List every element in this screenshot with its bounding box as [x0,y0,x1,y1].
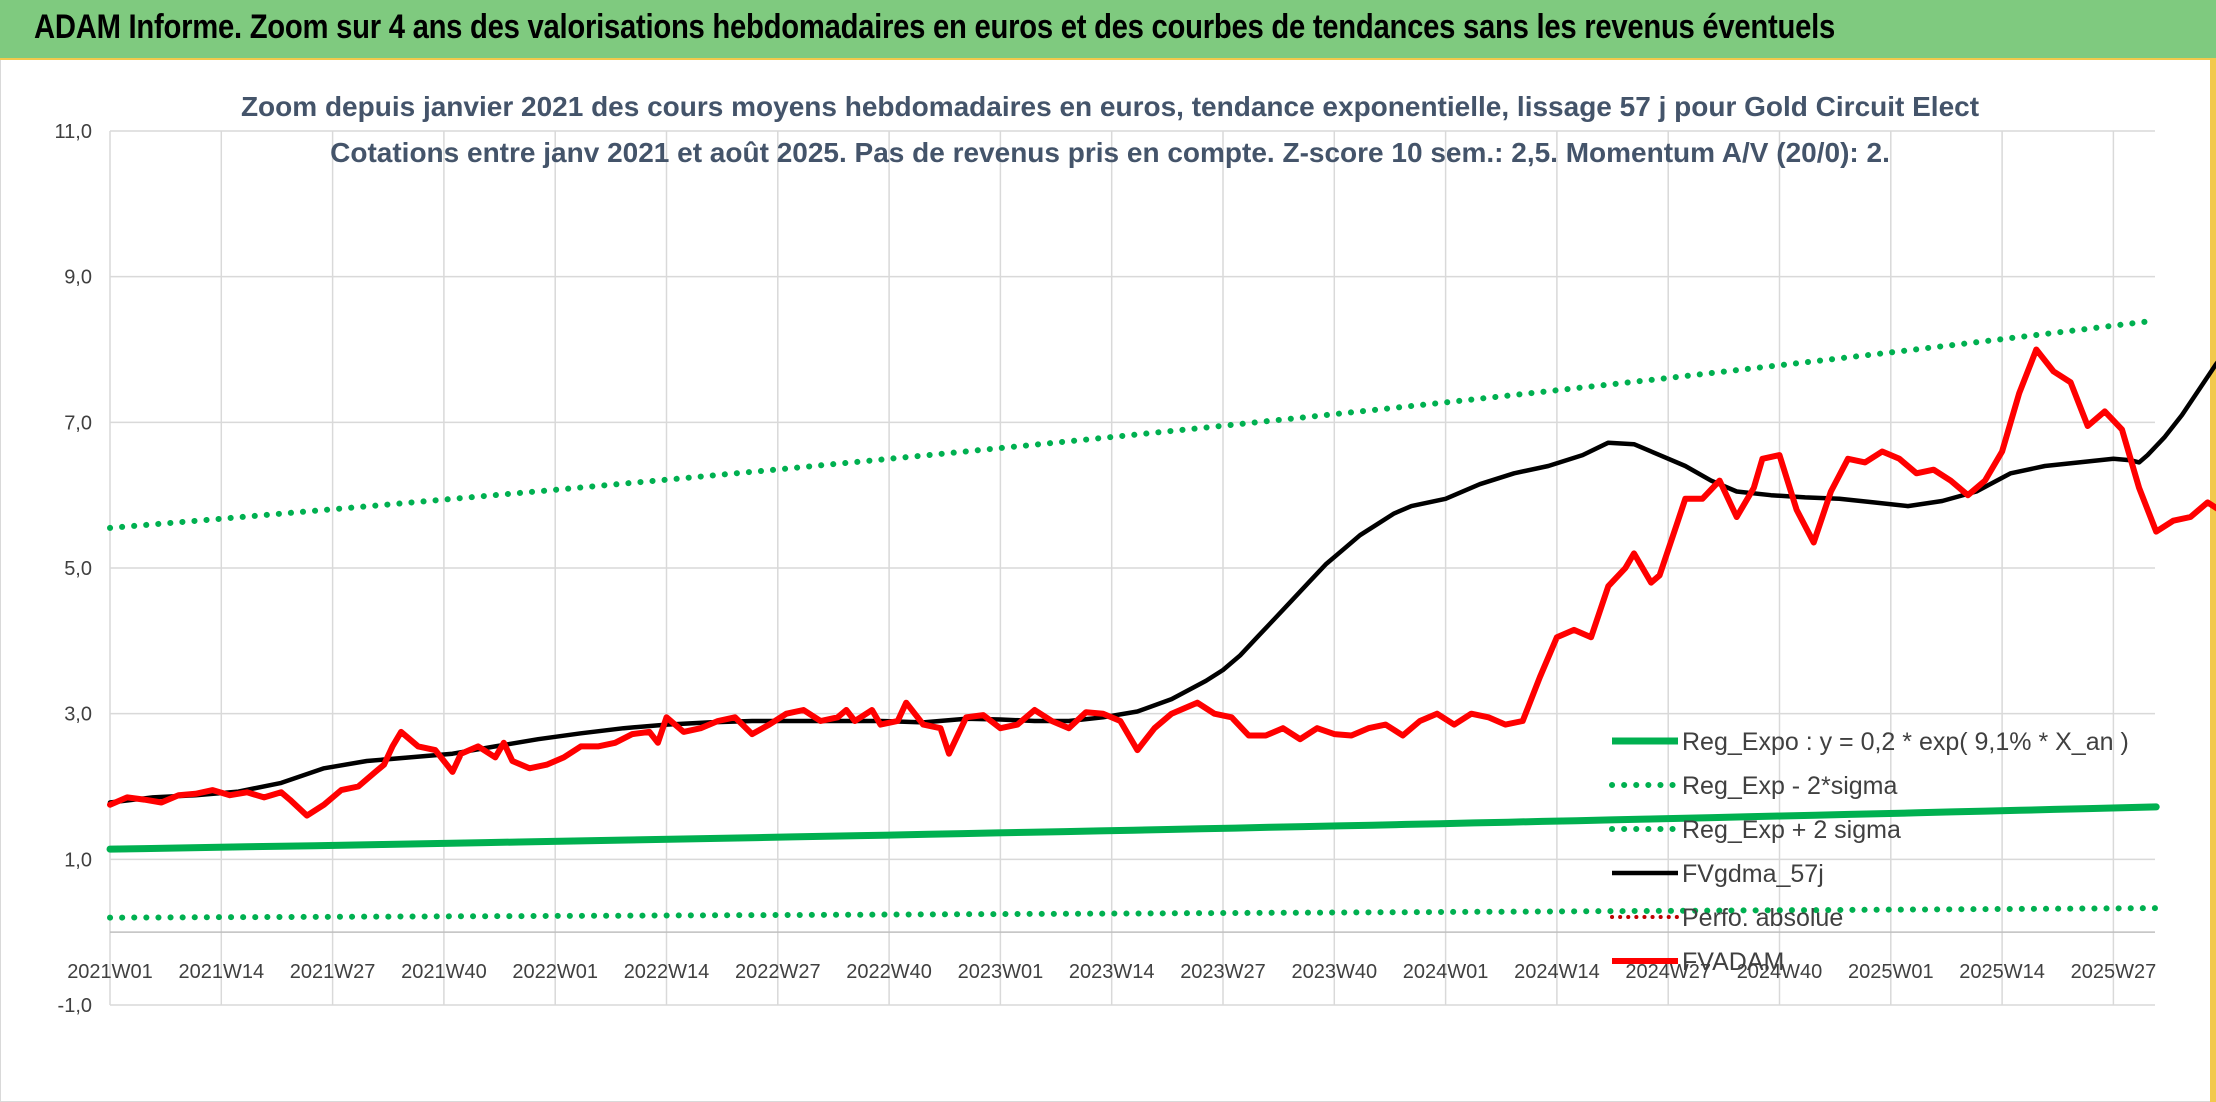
legend-entry: Perfo. absolue [1682,904,1843,932]
x-tick-label: 2024W01 [1403,961,1489,983]
y-tick-label: 5,0 [64,558,92,580]
banner-title: ADAM Informe. Zoom sur 4 ans des valoris… [34,8,1836,46]
y-tick-label: 9,0 [64,267,92,289]
x-tick-label: 2024W40 [1737,961,1823,983]
x-tick-label: 2021W01 [67,961,153,983]
chart-title-line1: Zoom depuis janvier 2021 des cours moyen… [241,91,1979,122]
y-axis-ticks: -1,0 1,0 3,0 5,0 7,0 9,0 11,0 [55,121,92,1017]
x-tick-label: 2022W01 [512,961,598,983]
legend-entry: Reg_Exp + 2 sigma [1682,816,1901,844]
series-layer [106,317,2216,921]
legend-entry: Reg_Exp - 2*sigma [1682,772,1897,800]
y-tick-label: 1,0 [64,849,92,871]
x-axis-ticks: 2021W01 2021W14 2021W27 2021W40 2022W01 2022W… [67,961,2156,983]
y-tick-label: -1,0 [58,995,92,1017]
legend-entry: Reg_Expo : y = 0,2 * exp( 9,1% * X_an ) [1682,728,2129,756]
x-tick-label: 2022W27 [735,961,821,983]
x-tick-label: 2025W14 [1959,961,2045,983]
grid [109,130,2155,1006]
y-tick-label: 11,0 [55,121,92,143]
y-tick-label: 3,0 [64,704,92,726]
x-tick-label: 2022W40 [846,961,932,983]
x-tick-label: 2024W27 [1625,961,1711,983]
series-line-3 [107,360,2216,805]
series-line-1 [107,905,2160,921]
chart-title-line2: Cotations entre janv 2021 et août 2025. … [330,137,1890,168]
x-tick-label: 2023W40 [1291,961,1377,983]
series-line-2 [107,317,2160,531]
legend-entry: FVgdma_57j [1682,860,1824,888]
right-accent-strip [2210,58,2216,1102]
x-tick-label: 2021W27 [290,961,376,983]
series-line-0 [106,803,2160,853]
x-tick-label: 2023W01 [958,961,1044,983]
x-tick-label: 2021W40 [401,961,487,983]
legend-entry: FVADAM [1682,948,1784,976]
series-line-5 [107,346,2216,819]
legend: Reg_Expo : y = 0,2 * exp( 9,1% * X_an ) R… [1609,728,2129,976]
x-tick-label: 2022W14 [624,961,710,983]
x-tick-label: 2021W14 [178,961,264,983]
y-tick-label: 7,0 [64,412,92,434]
x-tick-label: 2025W01 [1848,961,1934,983]
x-tick-label: 2023W14 [1069,961,1155,983]
x-tick-label: 2024W14 [1514,961,1600,983]
header-banner: ADAM Informe. Zoom sur 4 ans des valoris… [0,0,2216,60]
x-tick-label: 2025W27 [2071,961,2157,983]
x-tick-label: 2023W27 [1180,961,1266,983]
